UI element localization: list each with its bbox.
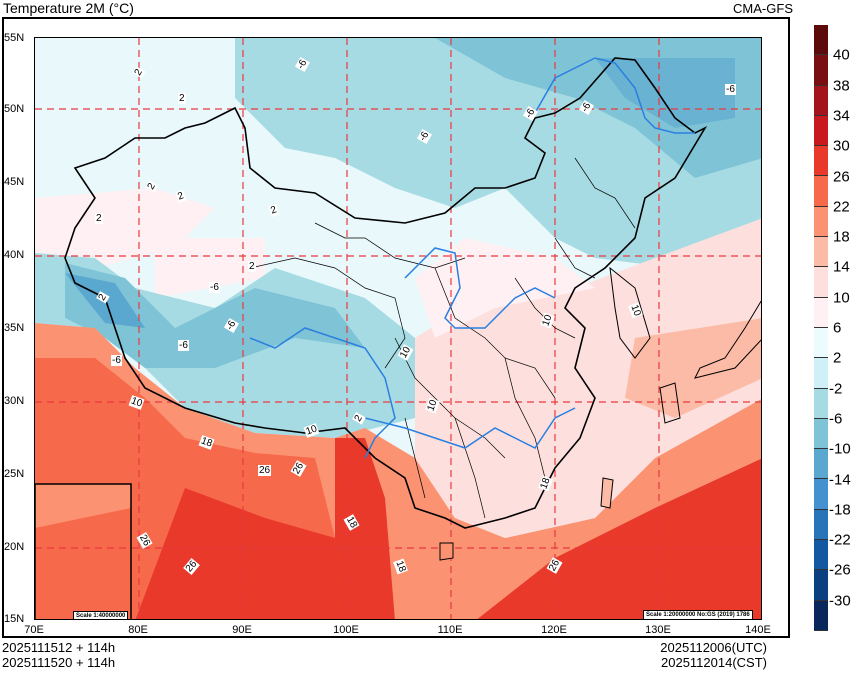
colorbar-tick-label: 6 bbox=[833, 319, 842, 337]
colorbar bbox=[814, 25, 828, 631]
contour-label: -6 bbox=[209, 282, 220, 293]
colorbar-tick-label: 34 bbox=[833, 107, 850, 125]
colorbar-segment bbox=[814, 115, 828, 147]
colorbar-segment bbox=[814, 146, 828, 177]
colorbar-segment bbox=[814, 237, 828, 268]
temperature-map: 22-62222-6-6-6-62-62-6-6-610181022626101… bbox=[34, 37, 762, 620]
colorbar-tick-label: 10 bbox=[833, 289, 850, 307]
lon-label-100e: 100E bbox=[333, 624, 359, 636]
lon-label-110e: 110E bbox=[437, 624, 463, 636]
lon-label-80e: 80E bbox=[128, 624, 148, 636]
lon-label-140e: 140E bbox=[745, 624, 771, 636]
contour-label: -6 bbox=[178, 340, 189, 351]
colorbar-segment bbox=[814, 25, 828, 56]
colorbar-segment bbox=[814, 85, 828, 116]
lat-label-25n: 25N bbox=[4, 468, 25, 480]
lat-label-15n: 15N bbox=[4, 613, 25, 625]
colorbar-tick-label: -2 bbox=[829, 380, 843, 398]
contour-label: 2 bbox=[178, 93, 186, 104]
colorbar-segment bbox=[814, 600, 828, 631]
colorbar-segment bbox=[814, 176, 828, 207]
colorbar-segment bbox=[814, 509, 828, 541]
colorbar-tick-label: -6 bbox=[829, 410, 843, 428]
lat-label-55n: 55N bbox=[4, 32, 25, 44]
colorbar-segment bbox=[814, 267, 828, 298]
inset-scale-label: Scale 1:40000000 bbox=[73, 611, 129, 619]
colorbar-segment bbox=[814, 358, 828, 389]
colorbar-segment bbox=[814, 570, 828, 601]
contour-label: 2 bbox=[95, 213, 103, 224]
colorbar-tick-label: 22 bbox=[833, 198, 850, 216]
colorbar-segment bbox=[814, 206, 828, 238]
lat-label-20n: 20N bbox=[4, 541, 25, 553]
init-time-utc: 2025111512 + 114h bbox=[2, 640, 116, 655]
lat-label-40n: 40N bbox=[4, 249, 25, 261]
colorbar-tick-label: 18 bbox=[833, 228, 850, 246]
colorbar-tick-label: -18 bbox=[829, 501, 851, 519]
contour-label: 2 bbox=[248, 261, 256, 272]
valid-time-utc: 2025112006(UTC) bbox=[660, 640, 767, 655]
colorbar-tick-label: -26 bbox=[829, 561, 851, 579]
colorbar-tick-label: 40 bbox=[833, 46, 850, 64]
lon-label-70e: 70E bbox=[24, 624, 44, 636]
lat-label-30n: 30N bbox=[4, 395, 25, 407]
colorbar-tick-label: 38 bbox=[833, 77, 850, 95]
colorbar-tick-label: 14 bbox=[833, 258, 850, 276]
colorbar-tick-label: -30 bbox=[829, 592, 851, 610]
plot-frame bbox=[2, 17, 790, 638]
map-scale-label: Scale 1:20000000 No:GS (2019) 1786 bbox=[643, 610, 753, 619]
colorbar-segment bbox=[814, 327, 828, 359]
lon-label-130e: 130E bbox=[645, 624, 671, 636]
colorbar-segment bbox=[814, 297, 828, 328]
colorbar-tick-label: 2 bbox=[833, 349, 842, 367]
chart-title: Temperature 2M (°C) bbox=[3, 0, 134, 16]
colorbar-segment bbox=[814, 479, 828, 510]
lat-label-45n: 45N bbox=[4, 176, 25, 188]
lon-label-90e: 90E bbox=[232, 624, 252, 636]
colorbar-tick-label: -14 bbox=[829, 471, 851, 488]
lon-label-120e: 120E bbox=[541, 624, 567, 636]
contour-label: 26 bbox=[258, 465, 272, 476]
colorbar-segment bbox=[814, 540, 828, 571]
map-field bbox=[35, 38, 761, 619]
lat-label-35n: 35N bbox=[4, 322, 25, 334]
colorbar-segment bbox=[814, 418, 828, 450]
contour-label: -6 bbox=[725, 84, 736, 95]
init-time-cst: 2025111520 + 114h bbox=[2, 655, 116, 670]
lat-label-50n: 50N bbox=[4, 103, 25, 115]
colorbar-segment bbox=[814, 55, 828, 86]
colorbar-tick-label: -22 bbox=[829, 531, 851, 549]
colorbar-tick-label: 30 bbox=[833, 137, 850, 155]
colorbar-tick-label: -10 bbox=[829, 440, 851, 458]
colorbar-tick-label: 26 bbox=[833, 168, 850, 185]
contour-label: -6 bbox=[111, 355, 122, 366]
model-label: CMA-GFS bbox=[733, 1, 793, 16]
valid-time-cst: 2025112014(CST) bbox=[661, 655, 767, 670]
colorbar-segment bbox=[814, 449, 828, 480]
colorbar-segment bbox=[814, 388, 828, 419]
